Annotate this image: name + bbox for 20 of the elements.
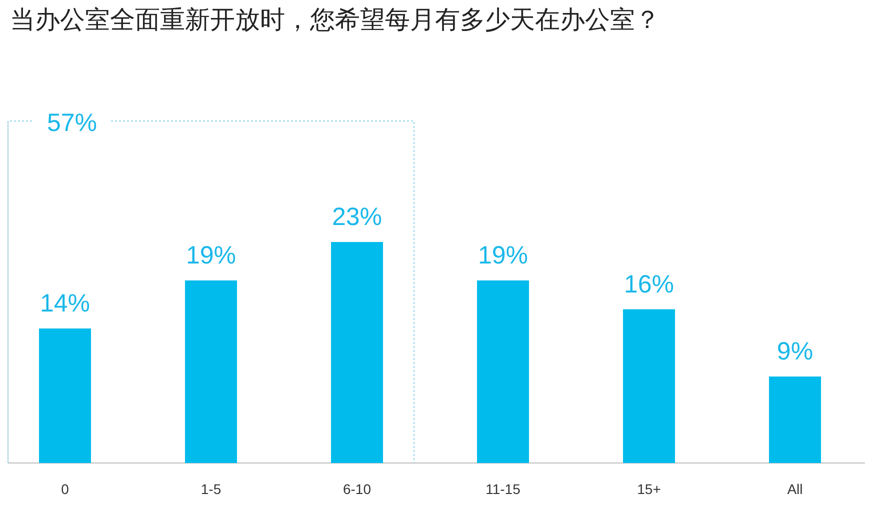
bar [39,328,91,463]
x-tick-label: 11-15 [486,481,521,497]
x-tick-label: 6-10 [342,481,372,497]
x-tick-label: 0 [61,481,70,497]
chart-title: 当办公室全面重新开放时，您希望每月有多少天在办公室？ [10,6,660,34]
text: 57% [46,109,98,137]
x-tick-label: All [787,481,803,497]
data-label: 19% [478,241,528,270]
data-label: 14% [40,289,90,318]
bar [331,242,383,463]
data-label: 19% [186,241,236,270]
x-tick-label: 15+ [637,481,661,497]
bar [477,280,529,463]
data-label: 23% [332,203,382,231]
data-label: 9% [776,338,814,366]
data-label: 16% [624,270,674,298]
bar [623,309,675,463]
x-tick-label: 1-5 [200,481,222,497]
bar [185,280,237,463]
bar [769,376,821,463]
